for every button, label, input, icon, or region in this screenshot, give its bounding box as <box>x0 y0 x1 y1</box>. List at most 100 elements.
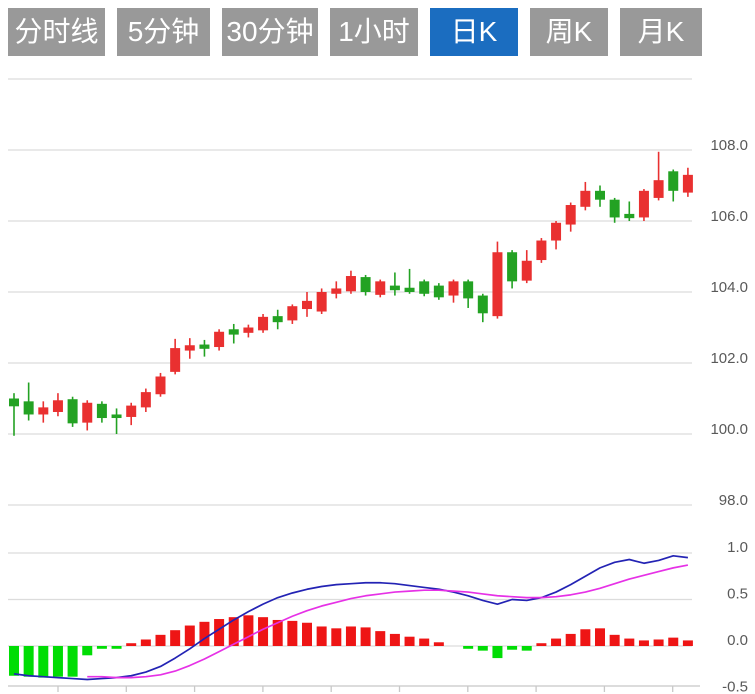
candle-body <box>9 398 19 407</box>
timeframe-tabbar: 分时线 5分钟 30分钟 1小时 日K 周K 月K <box>8 8 702 56</box>
candlesticks <box>9 151 693 436</box>
candle-body <box>38 407 49 415</box>
tab-weekly[interactable]: 周K <box>530 8 608 56</box>
candle-body <box>258 316 269 331</box>
macd-dif-line <box>13 554 689 681</box>
macd-bar <box>199 621 210 646</box>
tab-monthly[interactable]: 月K <box>620 8 702 56</box>
candle-body <box>682 174 693 193</box>
macd-bar <box>682 640 693 646</box>
macd-bar <box>228 617 239 646</box>
candle-body <box>316 292 327 312</box>
candle-body <box>375 281 386 295</box>
macd-tick-label: 0.5 <box>727 586 748 603</box>
macd-bar <box>316 626 327 646</box>
macd-bar <box>492 646 503 659</box>
macd-bar <box>155 634 166 646</box>
macd-dea-line <box>87 564 689 679</box>
candle-body <box>140 392 151 408</box>
macd-bar <box>96 646 107 649</box>
macd-bar <box>463 646 474 649</box>
macd-bar <box>9 646 19 676</box>
candle-body <box>653 180 664 198</box>
macd-bar <box>668 637 679 646</box>
macd-bar <box>38 646 49 678</box>
candle-body <box>52 400 63 412</box>
macd-bar <box>170 630 181 646</box>
macd-bar <box>287 620 298 646</box>
macd-tick-label: -0.5 <box>722 679 748 694</box>
macd-bar <box>302 622 312 646</box>
candle-body <box>580 190 591 207</box>
macd-bar <box>82 646 93 656</box>
macd-bar <box>477 646 488 651</box>
tab-daily[interactable]: 日K <box>430 8 518 56</box>
candle-body <box>389 285 400 291</box>
price-tick-label: 108.0 <box>710 137 748 154</box>
candle-body <box>433 285 444 298</box>
macd-bar <box>126 643 137 646</box>
price-tick-label: 104.0 <box>710 279 748 296</box>
candle-body <box>521 260 532 281</box>
candle-body <box>23 401 34 415</box>
macd-bar <box>536 643 547 646</box>
macd-bar <box>638 640 649 646</box>
price-tick-label: 100.0 <box>710 421 748 438</box>
macd-bar <box>331 628 342 646</box>
candle-body <box>302 300 312 310</box>
candle-body <box>228 329 239 335</box>
candle-body <box>331 288 342 294</box>
macd-bar <box>521 646 532 651</box>
macd-bar <box>624 638 635 646</box>
macd-bar <box>67 646 78 677</box>
candle-body <box>492 252 503 317</box>
candle-body <box>199 344 210 349</box>
candle-body <box>507 252 518 282</box>
candle-body <box>214 331 225 348</box>
macd-bar <box>419 638 430 646</box>
macd-tick-label: 0.0 <box>727 632 748 649</box>
tab-5min[interactable]: 5分钟 <box>117 8 210 56</box>
macd-bar <box>653 639 664 646</box>
macd-bar <box>375 631 386 646</box>
macd-bar <box>345 626 356 646</box>
candle-body <box>360 277 371 292</box>
candle-body <box>155 376 166 395</box>
tab-1hour[interactable]: 1小时 <box>330 8 418 56</box>
candle-body <box>609 199 620 218</box>
macd-bar <box>214 619 225 646</box>
candle-body <box>477 295 488 314</box>
x-axis <box>8 685 700 692</box>
macd-bar <box>507 646 518 650</box>
price-gridlines <box>8 78 692 506</box>
candle-body <box>638 190 649 218</box>
price-tick-label: 98.0 <box>719 492 748 509</box>
candle-body <box>82 402 93 423</box>
macd-bar <box>565 633 576 646</box>
macd-bar <box>243 615 254 646</box>
macd-bar <box>52 646 63 677</box>
macd-bar <box>258 617 269 646</box>
candle-body <box>536 240 547 261</box>
candle-body <box>126 405 137 417</box>
macd-bar <box>433 642 444 646</box>
candle-body <box>345 276 356 292</box>
price-tick-label: 106.0 <box>710 208 748 225</box>
candle-body <box>595 190 605 200</box>
macd-bar <box>580 629 591 646</box>
candle-body <box>404 287 415 292</box>
macd-bar <box>389 633 400 646</box>
price-axis-labels: 108.0 106.0 104.0 102.0 100.0 98.0 <box>710 137 748 509</box>
candle-body <box>111 414 122 419</box>
candle-body <box>243 327 254 333</box>
candle-body <box>624 213 635 219</box>
tab-fenshixian[interactable]: 分时线 <box>8 8 105 56</box>
tab-30min[interactable]: 30分钟 <box>222 8 318 56</box>
macd-bar <box>360 627 371 646</box>
macd-tick-label: 1.0 <box>727 539 748 556</box>
candle-body <box>96 403 107 419</box>
candle-body <box>463 281 474 299</box>
macd-bar <box>111 646 122 649</box>
macd-bar <box>551 638 562 646</box>
